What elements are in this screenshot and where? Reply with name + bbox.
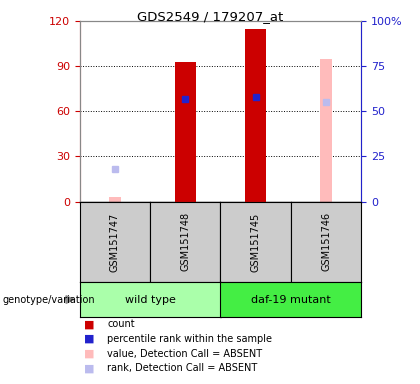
Text: count: count — [107, 319, 135, 329]
Text: GSM151745: GSM151745 — [251, 212, 261, 271]
Text: percentile rank within the sample: percentile rank within the sample — [107, 334, 272, 344]
Text: daf-19 mutant: daf-19 mutant — [251, 295, 331, 305]
Text: GDS2549 / 179207_at: GDS2549 / 179207_at — [137, 10, 283, 23]
Bar — [175, 62, 196, 202]
Text: ■: ■ — [84, 363, 94, 373]
Bar — [109, 197, 121, 202]
Text: GSM151747: GSM151747 — [110, 212, 120, 271]
Text: ■: ■ — [84, 349, 94, 359]
Text: value, Detection Call = ABSENT: value, Detection Call = ABSENT — [107, 349, 262, 359]
Text: genotype/variation: genotype/variation — [2, 295, 95, 305]
Text: wild type: wild type — [125, 295, 176, 305]
Text: GSM151748: GSM151748 — [180, 212, 190, 271]
Text: ■: ■ — [84, 334, 94, 344]
Bar — [245, 29, 266, 202]
Bar — [320, 59, 332, 202]
Text: ■: ■ — [84, 319, 94, 329]
Text: GSM151746: GSM151746 — [321, 212, 331, 271]
Text: rank, Detection Call = ABSENT: rank, Detection Call = ABSENT — [107, 363, 257, 373]
